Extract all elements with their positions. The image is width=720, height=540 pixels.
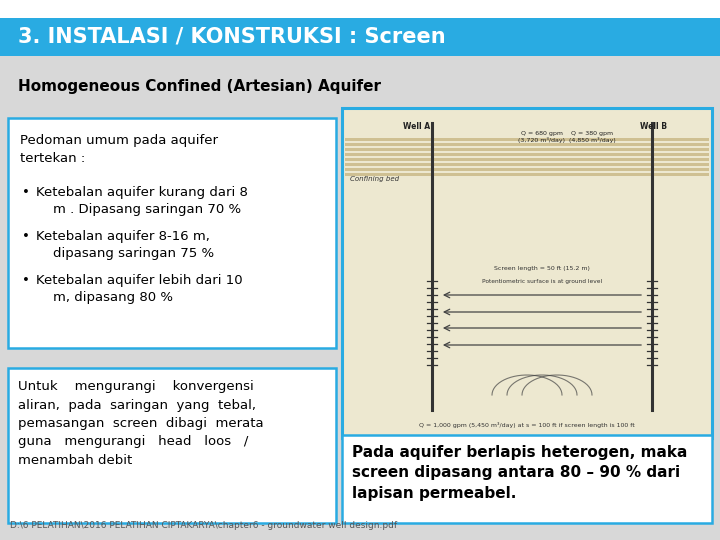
Text: Pedoman umum pada aquifer
tertekan :: Pedoman umum pada aquifer tertekan : <box>20 134 218 165</box>
Text: Q = 380 gpm
(4,850 m³/day): Q = 380 gpm (4,850 m³/day) <box>569 131 616 143</box>
Text: •: • <box>22 274 30 287</box>
Bar <box>345 138 709 141</box>
Bar <box>345 158 709 161</box>
Text: Untuk    mengurangi    konvergensi
aliran,  pada  saringan  yang  tebal,
pemasan: Untuk mengurangi konvergensi aliran, pad… <box>18 380 264 467</box>
Text: Pada aquifer berlapis heterogen, maka
screen dipasang antara 80 – 90 % dari
lapi: Pada aquifer berlapis heterogen, maka sc… <box>352 445 688 501</box>
Text: Potentiometric surface is at ground level: Potentiometric surface is at ground leve… <box>482 279 602 284</box>
Bar <box>345 143 709 146</box>
Text: Ketebalan aquifer kurang dari 8
    m . Dipasang saringan 70 %: Ketebalan aquifer kurang dari 8 m . Dipa… <box>36 186 248 215</box>
Text: Screen length = 50 ft (15.2 m): Screen length = 50 ft (15.2 m) <box>494 266 590 271</box>
Bar <box>0 56 720 540</box>
Bar <box>0 18 720 56</box>
Text: •: • <box>22 186 30 199</box>
Bar <box>345 148 709 151</box>
Text: 3. INSTALASI / KONSTRUKSI : Screen: 3. INSTALASI / KONSTRUKSI : Screen <box>18 27 446 47</box>
Text: Well B: Well B <box>640 122 667 131</box>
Bar <box>345 173 709 176</box>
Bar <box>345 168 709 171</box>
Bar <box>342 108 712 438</box>
Text: Ketebalan aquifer lebih dari 10
    m, dipasang 80 %: Ketebalan aquifer lebih dari 10 m, dipas… <box>36 274 243 303</box>
Bar <box>345 153 709 156</box>
Bar <box>8 118 336 348</box>
Text: D:\6 PELATIHAN\2016 PELATIHAN CIPTAKARYA\chapter6 - groundwater well design.pdf: D:\6 PELATIHAN\2016 PELATIHAN CIPTAKARYA… <box>10 521 397 530</box>
Bar <box>342 435 712 523</box>
Bar <box>345 111 709 435</box>
Text: Q = 680 gpm
(3,720 m³/day): Q = 680 gpm (3,720 m³/day) <box>518 131 565 143</box>
Bar <box>345 163 709 166</box>
Text: Ketebalan aquifer 8-16 m,
    dipasang saringan 75 %: Ketebalan aquifer 8-16 m, dipasang sarin… <box>36 230 214 260</box>
Text: •: • <box>22 230 30 243</box>
Text: Well A: Well A <box>403 122 431 131</box>
Bar <box>8 368 336 523</box>
Text: Confining bed: Confining bed <box>350 176 399 182</box>
Text: Homogeneous Confined (Artesian) Aquifer: Homogeneous Confined (Artesian) Aquifer <box>18 78 381 93</box>
Bar <box>0 0 720 22</box>
Text: Q = 1,000 gpm (5,450 m³/day) at s = 100 ft if screen length is 100 ft: Q = 1,000 gpm (5,450 m³/day) at s = 100 … <box>419 422 635 428</box>
